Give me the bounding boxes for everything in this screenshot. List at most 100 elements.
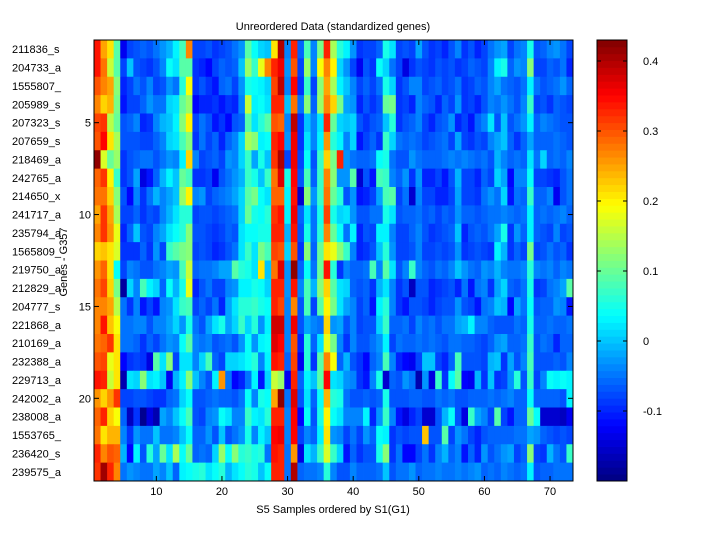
heatmap-cell <box>494 462 502 482</box>
heatmap-cell <box>179 40 187 59</box>
heatmap-cell <box>120 389 128 408</box>
heatmap-cell <box>94 223 101 243</box>
heatmap-cell <box>297 223 305 243</box>
heatmap-cell <box>441 95 449 114</box>
heatmap-cell <box>225 40 233 59</box>
heatmap-cell <box>258 315 265 335</box>
heatmap-cell <box>389 260 397 280</box>
heatmap-cell <box>441 242 449 261</box>
heatmap-cell <box>166 223 174 243</box>
heatmap-cell <box>566 278 574 298</box>
heatmap-cell <box>290 352 298 372</box>
heatmap-cell <box>277 352 285 372</box>
heatmap-cell <box>231 370 239 390</box>
chart-title: Unreordered Data (standardized genes) <box>236 21 430 33</box>
heatmap-cell <box>172 297 180 317</box>
heatmap-cell <box>179 462 187 482</box>
heatmap-cell <box>494 150 502 170</box>
heatmap-cell <box>402 315 410 335</box>
heatmap-cell <box>192 150 200 170</box>
heatmap-cell <box>349 278 357 298</box>
heatmap-cell <box>244 58 252 78</box>
heatmap-cell <box>133 278 141 298</box>
heatmap-cell <box>317 315 325 335</box>
heatmap-cell <box>303 297 311 317</box>
heatmap-cell <box>356 113 364 133</box>
heatmap-cell <box>507 462 515 482</box>
heatmap-cell <box>297 278 305 298</box>
heatmap-cell <box>284 242 292 261</box>
heatmap-cell <box>94 370 101 390</box>
heatmap-cell <box>402 278 410 298</box>
heatmap-cell <box>363 95 370 114</box>
heatmap-cell <box>126 113 134 133</box>
heatmap-cell <box>527 297 535 317</box>
heatmap-cell <box>422 168 430 188</box>
heatmap-cell <box>468 334 475 353</box>
heatmap-cell <box>533 444 541 464</box>
heatmap-cell <box>546 370 554 390</box>
heatmap-cell <box>376 187 384 206</box>
heatmap-cell <box>205 223 213 243</box>
heatmap-cell <box>244 462 252 482</box>
heatmap-cell <box>356 407 364 427</box>
heatmap-cell <box>297 370 305 390</box>
heatmap-cell <box>566 168 574 188</box>
heatmap-cell <box>185 334 193 353</box>
heatmap-cell <box>244 205 252 225</box>
heatmap-cell <box>513 297 521 317</box>
heatmap-cell <box>94 425 101 445</box>
heatmap-cell <box>428 58 436 78</box>
heatmap-cell <box>179 297 187 317</box>
heatmap-cell <box>218 205 226 225</box>
heatmap-cell <box>349 315 357 335</box>
heatmap-cell <box>540 278 548 298</box>
heatmap-cell <box>408 131 416 151</box>
heatmap-cell <box>310 205 318 225</box>
x-tick-label: 40 <box>347 486 359 498</box>
heatmap-cell <box>395 315 403 335</box>
heatmap-cell <box>244 407 252 427</box>
heatmap-cell <box>323 168 331 188</box>
heatmap-cell <box>540 95 548 114</box>
heatmap-cell <box>244 297 252 317</box>
heatmap-cell <box>218 315 226 335</box>
heatmap-cell <box>238 462 246 482</box>
heatmap-cell <box>474 76 482 96</box>
heatmap-cell <box>120 444 128 464</box>
heatmap-cell <box>435 205 443 225</box>
heatmap-cell <box>212 168 220 188</box>
heatmap-cell <box>546 389 554 408</box>
heatmap-cell <box>395 260 403 280</box>
heatmap-cell <box>481 389 489 408</box>
heatmap-cell <box>520 242 528 261</box>
heatmap-cell <box>494 297 502 317</box>
heatmap-cell <box>395 168 403 188</box>
heatmap-cell <box>336 40 344 59</box>
heatmap-cell <box>290 205 298 225</box>
heatmap-cell <box>461 407 469 427</box>
heatmap-cell <box>559 131 567 151</box>
heatmap-cell <box>448 205 456 225</box>
heatmap-cell <box>559 260 567 280</box>
heatmap-cell <box>349 444 357 464</box>
heatmap-cell <box>277 168 285 188</box>
heatmap-cell <box>513 205 521 225</box>
heatmap-cell <box>336 113 344 133</box>
heatmap-cell <box>251 131 259 151</box>
heatmap-cell <box>146 315 154 335</box>
heatmap-cell <box>494 370 502 390</box>
heatmap-cell <box>369 370 377 390</box>
heatmap-cell <box>172 95 180 114</box>
heatmap-cell <box>205 131 213 151</box>
heatmap-cell <box>468 425 475 445</box>
heatmap-cell <box>487 315 495 335</box>
heatmap-cell <box>303 131 311 151</box>
heatmap-cell <box>185 187 193 206</box>
heatmap-cell <box>198 407 206 427</box>
heatmap-cell <box>317 444 325 464</box>
heatmap-cell <box>415 187 423 206</box>
heatmap-cell <box>238 150 246 170</box>
heatmap-cell <box>258 407 265 427</box>
colorbar-swatch <box>597 288 627 296</box>
